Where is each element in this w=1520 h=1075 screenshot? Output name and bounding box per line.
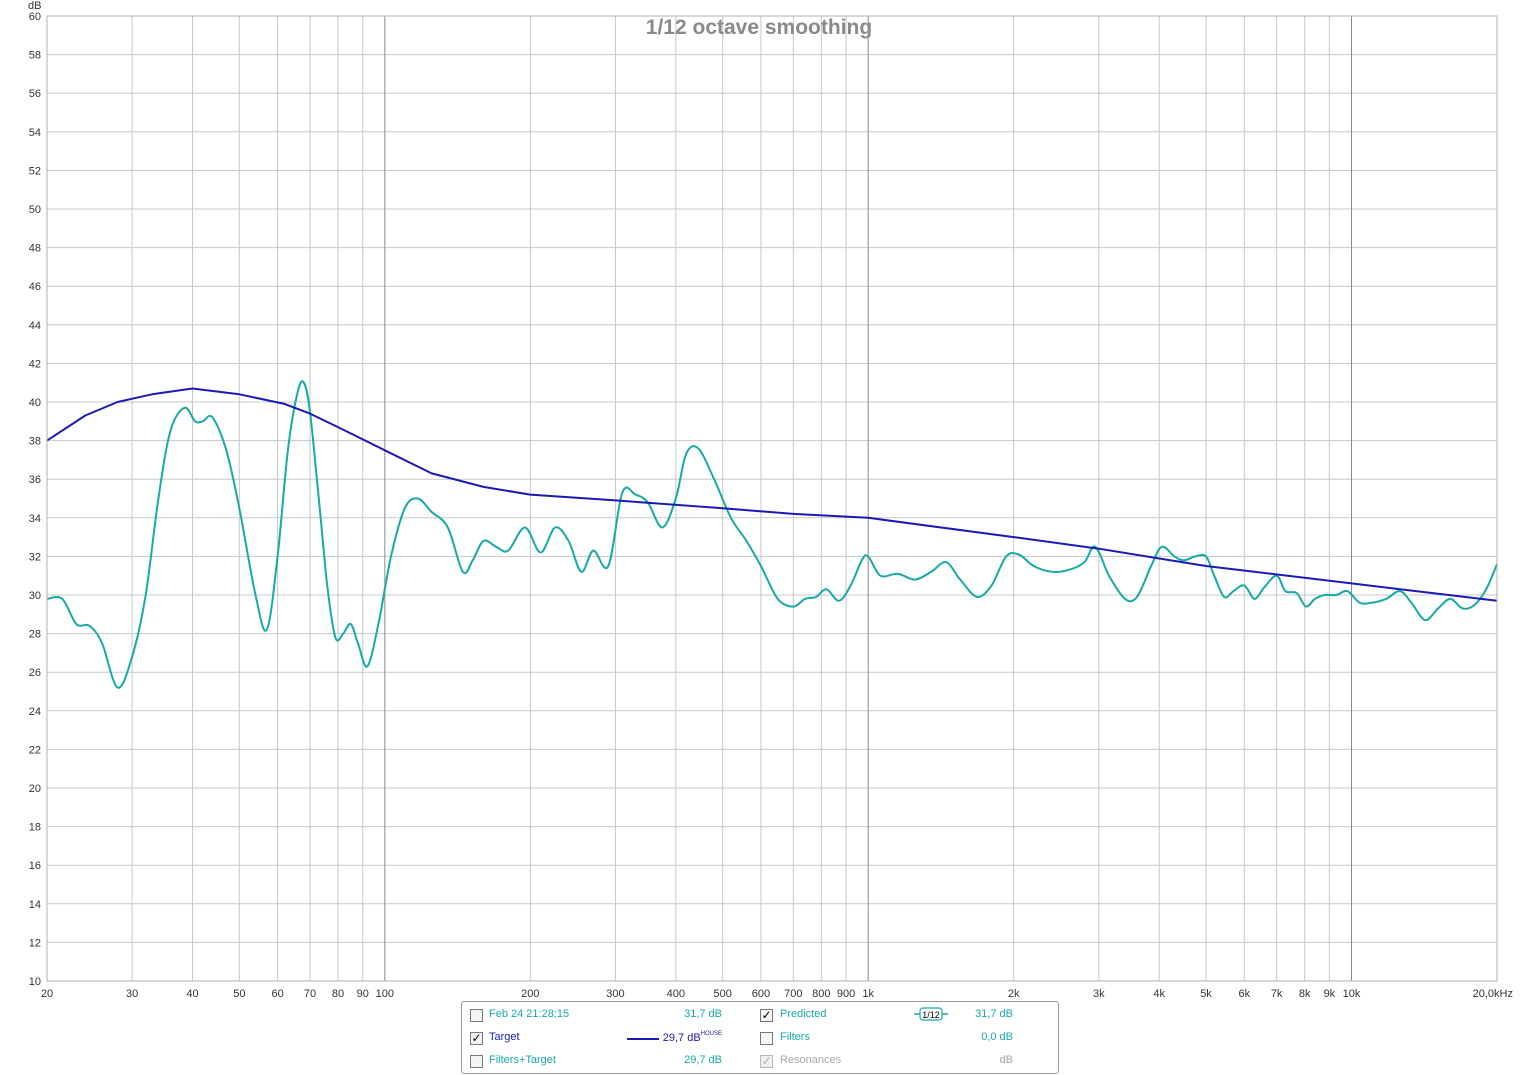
y-tick-label: 36 — [29, 474, 41, 486]
smoothing-badge[interactable]: 1/12 — [914, 1007, 948, 1021]
y-tick-label: 44 — [29, 320, 41, 332]
y-tick-label: 14 — [29, 899, 41, 911]
y-tick-label: 10 — [29, 976, 41, 988]
predicted-value: 31,7 dB — [975, 1008, 1013, 1020]
y-tick-label: 54 — [29, 127, 41, 139]
measurement-checkbox[interactable] — [470, 1009, 483, 1022]
measurement-label: Feb 24 21:28:15 — [489, 1008, 570, 1020]
filters-label: Filters — [780, 1031, 810, 1043]
x-tick-label: 20,0kHz — [1473, 988, 1513, 1000]
x-tick-label: 600 — [752, 988, 770, 1000]
resonances-checkbox[interactable]: ✓ — [760, 1054, 773, 1068]
x-tick-label: 90 — [357, 988, 369, 1000]
target-value-superscript: HOUSE — [700, 1031, 722, 1037]
filters-value: 0,0 dB — [981, 1031, 1013, 1043]
legend-panel: Feb 24 21:28:15 31,7 dB ✓ Target 29,7 dB… — [461, 1001, 1059, 1074]
x-tick-label: 100 — [376, 988, 394, 1000]
legend-row-filters-target: Filters+Target 29,7 dB — [462, 1052, 1058, 1072]
series-lines — [46, 380, 1498, 689]
y-tick-label: 20 — [29, 783, 41, 795]
legend-row-predicted: ✓ Predicted 1/12 31,7 dB — [462, 1006, 1058, 1026]
x-tick-label: 200 — [521, 988, 539, 1000]
x-tick-label: 6k — [1238, 988, 1250, 1000]
grid — [47, 15, 1497, 982]
x-tick-label: 900 — [837, 988, 855, 1000]
target-checkbox[interactable]: ✓ — [470, 1031, 483, 1045]
x-tick-label: 700 — [784, 988, 802, 1000]
x-tick-label: 80 — [332, 988, 344, 1000]
x-tick-label: 500 — [713, 988, 731, 1000]
y-tick-label: 48 — [29, 243, 41, 255]
x-tick-label: 5k — [1200, 988, 1212, 1000]
target-value: 29,7 dBHOUSE — [652, 1031, 722, 1044]
x-tick-label: 10k — [1343, 988, 1361, 1000]
y-tick-label: 56 — [29, 88, 41, 100]
filters-checkbox[interactable] — [760, 1032, 773, 1045]
x-tick-label: 3k — [1093, 988, 1105, 1000]
x-tick-label: 8k — [1299, 988, 1311, 1000]
y-tick-label: 50 — [29, 204, 41, 216]
chart-title: 1/12 octave smoothing — [646, 16, 872, 39]
y-tick-label: 52 — [29, 165, 41, 177]
y-tick-label: 30 — [29, 590, 41, 602]
x-tick-label: 400 — [667, 988, 685, 1000]
smoothing-badge-text: 1/12 — [922, 1010, 940, 1020]
predicted-label: Predicted — [780, 1008, 827, 1020]
filters-target-label: Filters+Target — [489, 1054, 556, 1066]
y-tick-label: 60 — [29, 11, 41, 23]
filters-target-value: 29,7 dB — [684, 1054, 722, 1066]
y-axis-label: dB — [28, 0, 41, 12]
legend-row-target: ✓ Target 29,7 dBHOUSE — [462, 1029, 1058, 1049]
frequency-response-chart: 10 12 14 16 18 20 22 24 26 28 30 32 34 36 38 40 42 44 46 48… — [28, 0, 1513, 1000]
x-tick-label: 4k — [1153, 988, 1165, 1000]
y-tick-label: 12 — [29, 937, 41, 949]
x-tick-label: 1k — [862, 988, 874, 1000]
y-tick-label: 18 — [29, 822, 41, 834]
y-tick-label: 34 — [29, 513, 41, 525]
y-axis-tick-labels: 10 12 14 16 18 20 22 24 26 28 30 32 34 36 38 40 42 44 46 48… — [29, 11, 41, 988]
x-tick-label: 60 — [271, 988, 283, 1000]
y-tick-label: 38 — [29, 436, 41, 448]
x-tick-label: 800 — [812, 988, 830, 1000]
y-tick-label: 58 — [29, 50, 41, 62]
x-tick-label: 30 — [126, 988, 138, 1000]
y-tick-label: 26 — [29, 667, 41, 679]
legend-row-filters: Filters 0,0 dB — [462, 1029, 1058, 1049]
x-tick-label: 7k — [1271, 988, 1283, 1000]
resonances-label: Resonances — [780, 1054, 842, 1066]
x-tick-label: 50 — [233, 988, 245, 1000]
y-tick-label: 42 — [29, 358, 41, 370]
predicted-checkbox[interactable]: ✓ — [760, 1008, 773, 1022]
filters-target-checkbox[interactable] — [470, 1055, 483, 1068]
target-label: Target — [489, 1031, 520, 1043]
legend-row-measurement: Feb 24 21:28:15 31,7 dB — [462, 1006, 1058, 1026]
x-tick-label: 70 — [304, 988, 316, 1000]
x-axis-tick-labels: 20 30 40 50 60 70 80 90 100 200 300 400 500 600 700 800… — [41, 988, 1513, 1000]
y-tick-label: 22 — [29, 744, 41, 756]
series-line-predicted — [46, 380, 1498, 689]
y-tick-label: 40 — [29, 397, 41, 409]
legend-row-resonances: ✓ Resonances dB — [462, 1052, 1058, 1072]
y-tick-label: 16 — [29, 860, 41, 872]
x-tick-label: 300 — [606, 988, 624, 1000]
y-tick-label: 28 — [29, 629, 41, 641]
x-tick-label: 2k — [1008, 988, 1020, 1000]
x-tick-label: 40 — [186, 988, 198, 1000]
target-value-text: 29,7 dB — [662, 1032, 701, 1044]
y-tick-label: 46 — [29, 281, 41, 293]
y-tick-label: 32 — [29, 551, 41, 563]
x-tick-label: 20 — [41, 988, 53, 1000]
resonances-value: dB — [999, 1054, 1013, 1066]
y-tick-label: 24 — [29, 706, 41, 718]
series-line-target — [46, 387, 1498, 602]
plot-frame — [46, 15, 1498, 982]
x-tick-label: 9k — [1324, 988, 1336, 1000]
target-line-swatch — [627, 1038, 659, 1040]
measurement-value: 31,7 dB — [684, 1008, 722, 1020]
